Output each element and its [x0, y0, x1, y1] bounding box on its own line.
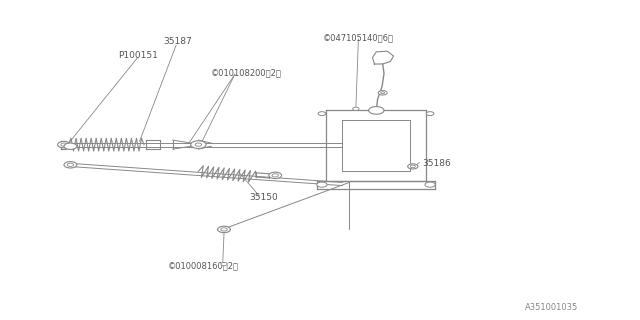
Circle shape	[378, 91, 387, 95]
Circle shape	[318, 112, 326, 116]
Text: ©010008160（2）: ©010008160（2）	[168, 261, 239, 270]
Text: P100151: P100151	[118, 51, 158, 60]
Circle shape	[64, 143, 77, 149]
Circle shape	[58, 141, 70, 148]
Text: ©010108200（2）: ©010108200（2）	[211, 68, 282, 77]
Circle shape	[317, 182, 327, 187]
Circle shape	[191, 141, 206, 148]
Circle shape	[353, 107, 359, 110]
Text: 35186: 35186	[422, 159, 451, 168]
Text: 35150: 35150	[250, 193, 278, 202]
Text: ©047105140（6）: ©047105140（6）	[323, 33, 394, 42]
Circle shape	[410, 165, 415, 168]
Circle shape	[221, 262, 227, 266]
Circle shape	[218, 226, 230, 233]
Circle shape	[269, 172, 282, 179]
Circle shape	[408, 164, 418, 169]
Circle shape	[381, 92, 385, 94]
Circle shape	[195, 143, 202, 146]
Circle shape	[221, 228, 227, 231]
Circle shape	[426, 112, 434, 116]
Circle shape	[272, 174, 278, 177]
Circle shape	[64, 162, 77, 168]
Circle shape	[61, 143, 67, 146]
Circle shape	[425, 182, 435, 187]
Text: 35187: 35187	[163, 37, 192, 46]
Circle shape	[67, 163, 74, 166]
Circle shape	[369, 107, 384, 114]
Text: A351001035: A351001035	[525, 303, 578, 312]
